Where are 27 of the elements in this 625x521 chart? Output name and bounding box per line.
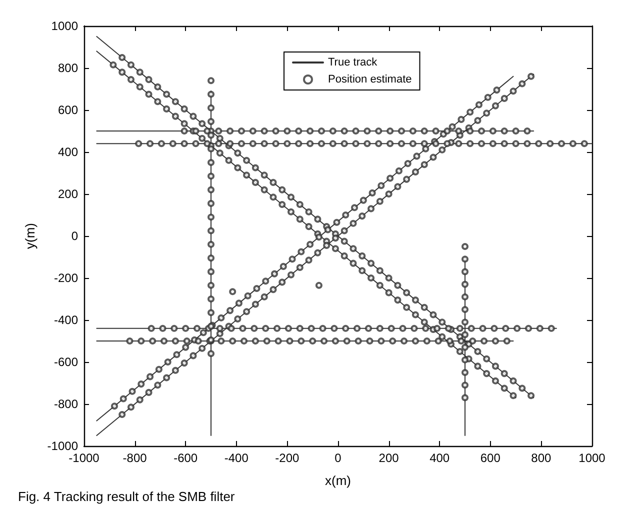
- y-axis-title: y(m): [22, 223, 38, 249]
- caption: Fig. 4 Tracking result of the SMB filter: [18, 489, 236, 504]
- legend-label: Position estimate: [328, 74, 412, 86]
- x-tick-label: 200: [378, 451, 400, 465]
- x-tick-label: -600: [174, 451, 198, 465]
- y-tick-label: 1000: [51, 19, 78, 33]
- y-tick-label: -600: [54, 355, 78, 369]
- y-tick-label: -1000: [47, 439, 78, 453]
- y-tick-label: 200: [58, 187, 78, 201]
- y-tick-label: -800: [54, 397, 78, 411]
- x-tick-label: -200: [275, 451, 300, 465]
- x-tick-label: 0: [334, 451, 342, 465]
- x-tick-label: -1000: [68, 451, 100, 465]
- x-tick-label: -400: [224, 451, 249, 465]
- legend-label: True track: [328, 56, 378, 68]
- x-tick-label: 1000: [578, 451, 606, 465]
- y-tick-label: 800: [58, 61, 78, 75]
- x-tick-label: -800: [122, 451, 148, 465]
- y-tick-label: 600: [58, 103, 78, 117]
- x-tick-label: 400: [430, 451, 450, 465]
- y-tick-label: 400: [58, 145, 78, 159]
- y-tick-label: 0: [71, 229, 78, 243]
- y-tick-label: -400: [54, 313, 78, 327]
- x-tick-label: 800: [531, 451, 552, 465]
- x-tick-label: 600: [480, 451, 501, 465]
- x-axis-title: x(m): [325, 473, 351, 488]
- y-tick-label: -200: [54, 271, 78, 285]
